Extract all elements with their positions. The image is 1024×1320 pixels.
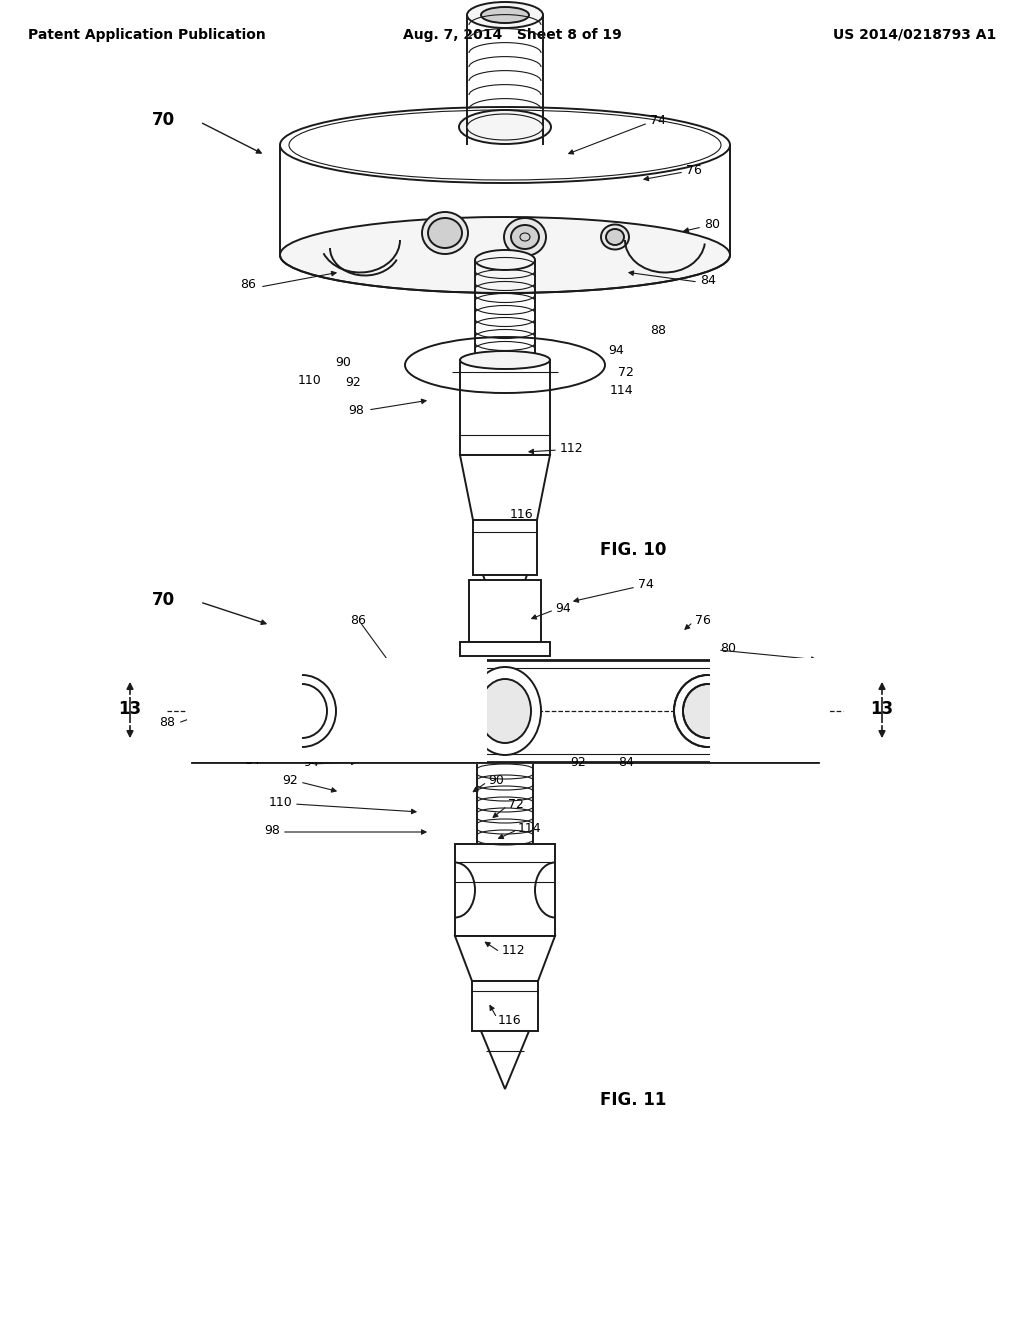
Bar — [455, 843, 555, 936]
Text: 70: 70 — [152, 591, 175, 609]
Text: 74: 74 — [638, 578, 654, 591]
Ellipse shape — [479, 678, 531, 743]
Ellipse shape — [475, 249, 535, 271]
Polygon shape — [483, 576, 527, 635]
Text: 92: 92 — [345, 375, 360, 388]
Ellipse shape — [504, 218, 546, 256]
Text: 13: 13 — [870, 700, 894, 718]
Bar — [460, 360, 550, 455]
Text: 112: 112 — [502, 944, 525, 957]
Text: 80: 80 — [705, 219, 720, 231]
Text: 80: 80 — [720, 642, 736, 655]
Ellipse shape — [481, 7, 529, 22]
Ellipse shape — [601, 224, 629, 249]
Text: US 2014/0218793 A1: US 2014/0218793 A1 — [833, 28, 996, 42]
Ellipse shape — [674, 675, 742, 747]
Text: 90: 90 — [488, 774, 504, 787]
Text: 84: 84 — [618, 755, 634, 768]
Text: 88: 88 — [159, 715, 175, 729]
Ellipse shape — [280, 107, 730, 183]
Text: 98: 98 — [264, 824, 280, 837]
Text: 94: 94 — [608, 343, 624, 356]
Ellipse shape — [467, 114, 543, 140]
Text: Aug. 7, 2014   Sheet 8 of 19: Aug. 7, 2014 Sheet 8 of 19 — [402, 28, 622, 42]
Ellipse shape — [280, 216, 730, 293]
Ellipse shape — [459, 110, 551, 144]
Polygon shape — [455, 936, 555, 981]
Bar — [193, 660, 818, 762]
Text: 86: 86 — [350, 614, 366, 627]
Text: 112: 112 — [560, 441, 584, 454]
Text: 92: 92 — [570, 755, 586, 768]
Text: 114: 114 — [518, 821, 542, 834]
Bar — [710, 657, 830, 762]
Text: 110: 110 — [298, 374, 322, 387]
Bar — [460, 642, 550, 656]
Polygon shape — [460, 455, 550, 520]
Text: 74: 74 — [650, 114, 666, 127]
Ellipse shape — [683, 684, 733, 738]
Ellipse shape — [520, 234, 530, 242]
Bar — [469, 579, 541, 642]
Text: 13: 13 — [119, 700, 141, 718]
Text: 88: 88 — [752, 715, 768, 729]
Text: 70: 70 — [152, 111, 175, 129]
Ellipse shape — [268, 675, 336, 747]
Polygon shape — [481, 1031, 529, 1089]
Text: 90: 90 — [335, 355, 351, 368]
Ellipse shape — [460, 351, 550, 370]
Text: 72: 72 — [508, 797, 524, 810]
Bar — [473, 520, 537, 576]
Polygon shape — [280, 145, 730, 255]
Text: 86: 86 — [240, 279, 256, 292]
Text: 98: 98 — [348, 404, 364, 417]
Text: 116: 116 — [498, 1014, 521, 1027]
Text: 94: 94 — [303, 755, 318, 768]
Ellipse shape — [428, 218, 462, 248]
Text: 94: 94 — [555, 602, 570, 615]
Text: 110: 110 — [268, 796, 292, 808]
Ellipse shape — [787, 701, 805, 721]
Text: 88: 88 — [650, 323, 666, 337]
Text: 84: 84 — [244, 754, 260, 767]
Text: 114: 114 — [610, 384, 634, 396]
Text: FIG. 11: FIG. 11 — [600, 1092, 667, 1109]
Text: 76: 76 — [695, 614, 711, 627]
Ellipse shape — [606, 228, 624, 246]
Text: 92: 92 — [283, 774, 298, 787]
Ellipse shape — [467, 3, 543, 28]
Text: 84: 84 — [700, 273, 716, 286]
Text: 72: 72 — [618, 366, 634, 379]
Text: 76: 76 — [686, 164, 701, 177]
Ellipse shape — [278, 684, 327, 738]
Ellipse shape — [469, 667, 541, 755]
Text: FIG. 10: FIG. 10 — [600, 541, 667, 558]
Ellipse shape — [205, 701, 223, 721]
Ellipse shape — [511, 224, 539, 249]
Bar — [187, 657, 487, 762]
Text: Patent Application Publication: Patent Application Publication — [28, 28, 266, 42]
Bar — [472, 981, 538, 1031]
Text: 116: 116 — [510, 508, 534, 521]
Ellipse shape — [422, 213, 468, 253]
